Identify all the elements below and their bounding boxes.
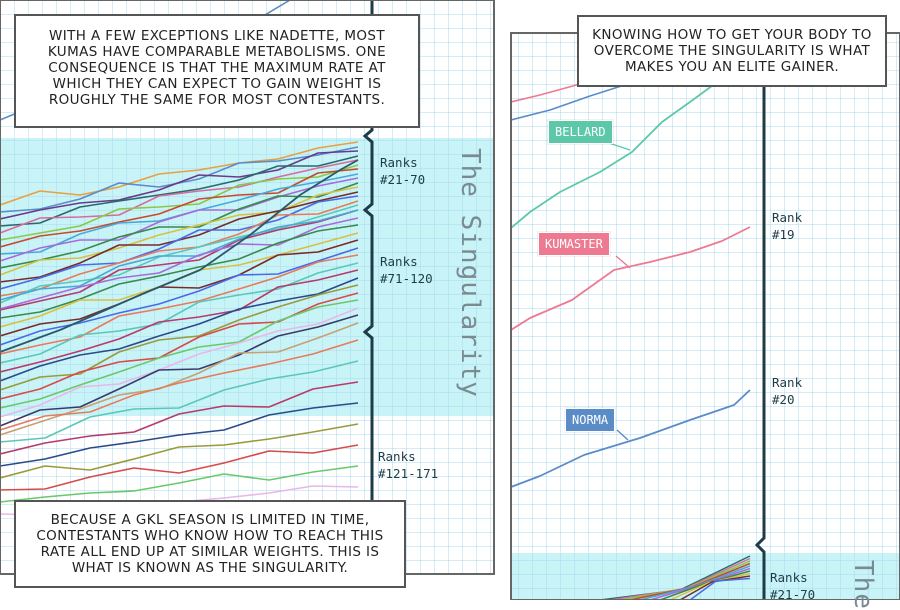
right-line-singularity — [679, 575, 751, 600]
left-line-upper — [0, 155, 359, 227]
right-singularity-label: The — [848, 560, 878, 610]
left-line-middle — [0, 254, 359, 355]
left-rank-label-71-120: Ranks #71-120 — [380, 254, 433, 286]
left-line-middle — [0, 292, 359, 400]
right-rank-label-20: Rank #20 — [772, 375, 803, 407]
right-panel — [510, 32, 900, 600]
line-kumaster — [511, 226, 751, 331]
left-line-lower — [0, 381, 359, 455]
left-line-steep — [0, 159, 359, 353]
left-line-middle — [0, 307, 359, 418]
left-line-middle — [0, 217, 359, 310]
left-line-lower — [0, 444, 359, 491]
tag-kumaster: KUMASTER — [538, 232, 610, 256]
left-line-upper — [0, 195, 359, 290]
left-line-middle — [0, 277, 359, 382]
right-rank-label-19: Rank #19 — [772, 210, 803, 242]
tag-connector-norma — [616, 429, 629, 441]
left-line-upper — [0, 200, 359, 297]
left-rank-label-21-70: Ranks #21-70 — [380, 155, 426, 187]
left-caption-top: With a few exceptions like Nadette, most… — [14, 14, 420, 128]
left-line-middle — [0, 314, 359, 427]
right-line-singularity — [669, 572, 751, 600]
left-rank-label-121-171: Ranks #121-171 — [378, 449, 439, 481]
left-line-upper — [0, 209, 359, 311]
right-series-lines — [511, 33, 751, 600]
left-line-upper — [0, 168, 359, 248]
left-singularity-label: The Singularity — [455, 148, 485, 398]
left-line-middle — [0, 239, 359, 337]
line-norma — [511, 389, 751, 488]
left-bracket — [362, 0, 374, 574]
left-line-upper — [0, 150, 359, 220]
left-line-middle — [0, 269, 359, 373]
left-line-middle — [0, 209, 359, 301]
left-line-upper — [0, 177, 359, 262]
left-line-lower — [0, 339, 359, 431]
left-line-upper — [0, 164, 359, 241]
right-bracket — [754, 60, 766, 600]
tag-norma: NORMA — [565, 408, 616, 432]
tag-connector-kumaster — [615, 255, 631, 269]
left-line-middle — [0, 284, 359, 391]
left-line-lower — [0, 402, 359, 467]
left-series-lines — [0, 0, 359, 516]
left-caption-bottom: Because a GKL season is limited in time,… — [14, 500, 406, 588]
right-line-singularity — [689, 577, 751, 600]
tag-bellard: BELLARD — [548, 120, 613, 144]
left-line-middle — [0, 322, 359, 436]
left-line-middle — [0, 262, 359, 364]
left-line-lower — [0, 423, 359, 479]
left-line-middle — [0, 299, 359, 409]
line-bellard — [511, 79, 721, 229]
left-line-upper — [0, 204, 359, 304]
left-line-middle — [0, 224, 359, 319]
left-line-lower — [0, 360, 359, 443]
left-line-lower — [0, 465, 359, 503]
right-caption-top: Knowing how to get your body to overcome… — [577, 15, 887, 87]
right-rank-label-21-70: Ranks #21-70 — [770, 570, 816, 602]
left-line-middle — [0, 247, 359, 346]
left-line-upper — [0, 186, 359, 276]
left-line-upper — [0, 159, 359, 234]
left-line-upper — [0, 141, 359, 206]
